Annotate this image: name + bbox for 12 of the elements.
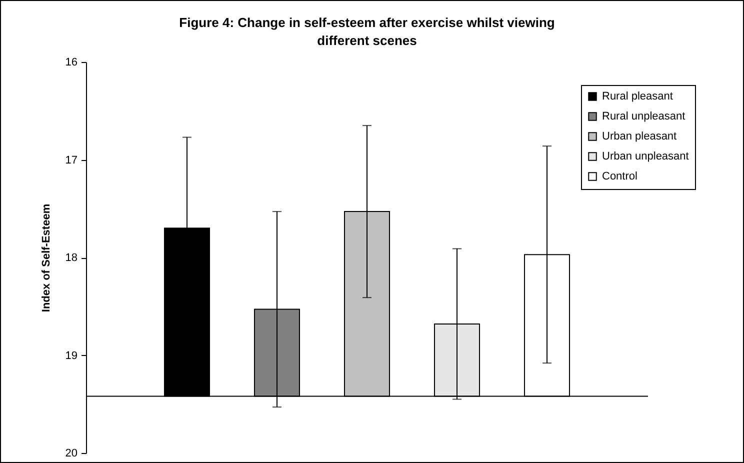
y-tick-label: 16: [65, 56, 78, 68]
y-tick-label: 19: [65, 350, 78, 362]
legend-label: Rural unpleasant: [602, 110, 686, 122]
legend-label: Rural pleasant: [602, 90, 673, 102]
chart-title: Figure 4: Change in self-esteem after exercise whilst viewing different scenes: [179, 15, 555, 48]
y-axis-title: Index of Self-Esteem: [40, 204, 52, 312]
legend-label: Urban pleasant: [602, 130, 677, 142]
legend-label: Urban unpleasant: [602, 150, 689, 162]
legend-label: Control: [602, 170, 638, 182]
y-tick-label: 17: [65, 154, 78, 166]
y-tick-label: 18: [65, 252, 78, 264]
y-tick-label: 20: [65, 448, 78, 460]
